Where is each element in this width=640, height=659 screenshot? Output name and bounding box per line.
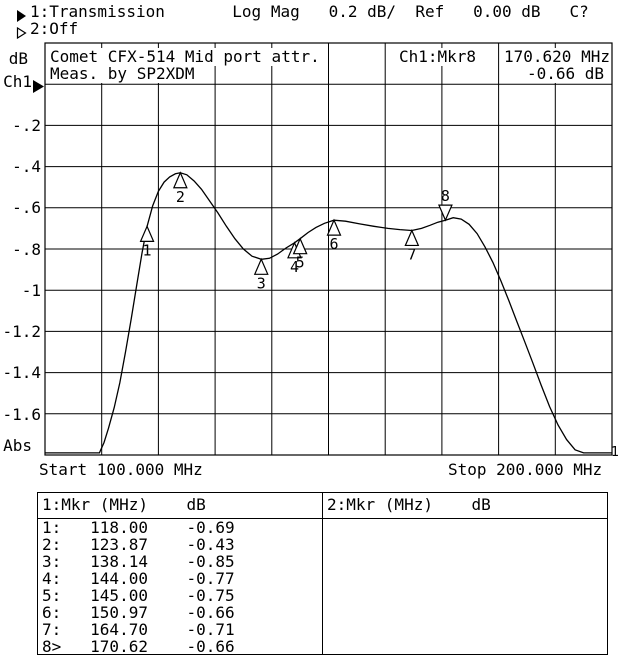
channel-2-inactive-icon (16, 24, 27, 43)
marker-row-7: 7: 164.70 -0.71 (42, 620, 235, 639)
y-axis-channel-label: Ch1 (3, 72, 32, 91)
marker-readout-channel: Ch1:Mkr8 (399, 47, 477, 66)
y-tick-label: -.2 (12, 116, 41, 135)
marker-row-3: 3: 138.14 -0.85 (42, 552, 235, 571)
marker-table: 1:Mkr (MHz) dB 1: 118.00 -0.69 2: 123.87… (37, 492, 608, 655)
ref-level-marker-icon (33, 78, 45, 97)
status-line-1: 1:Transmission Log Mag 0.2 dB/ Ref 0.00 … (30, 2, 589, 21)
marker-row-8: 8> 170.62 -0.66 (42, 637, 235, 656)
marker-3-symbol (253, 257, 269, 275)
marker-4-symbol (287, 241, 302, 259)
marker-1-label: 1 (143, 241, 152, 259)
y-axis-unit-label: dB (8, 49, 28, 68)
marker-6-symbol (326, 218, 342, 236)
y-tick-label: -.4 (12, 157, 41, 176)
y-tick-label: -1 (21, 281, 41, 300)
marker-readout-frequency: 170.620 MHz (504, 47, 610, 66)
marker-5-symbol (292, 237, 308, 255)
trace-number-label: 1 (611, 445, 619, 460)
marker-table-channel-2: 2:Mkr (MHz) dB (323, 493, 607, 654)
y-tick-label: -1.4 (2, 363, 41, 382)
channel-1-active-icon (16, 7, 27, 26)
status-line-2: 2:Off (30, 19, 79, 38)
marker-3-label: 3 (257, 274, 266, 292)
marker-table-channel-1: 1:Mkr (MHz) dB 1: 118.00 -0.69 2: 123.87… (38, 493, 323, 656)
marker-7-label: 7 (407, 245, 416, 263)
marker-row-5: 5: 145.00 -0.75 (42, 586, 235, 605)
x-axis-stop-label: Stop 200.000 MHz (448, 460, 603, 479)
x-axis-start-label: Start 100.000 MHz (39, 460, 203, 479)
marker-readout-value: -0.66 dB (527, 64, 605, 83)
marker-1-symbol (139, 224, 155, 242)
marker-row-6: 6: 150.97 -0.66 (42, 603, 235, 622)
y-tick-label: -.8 (12, 240, 41, 259)
y-tick-label: -1.2 (2, 322, 41, 341)
y-axis-abs-label: Abs (3, 436, 32, 455)
marker-2-label: 2 (176, 188, 185, 206)
marker-6-label: 6 (329, 235, 338, 253)
marker-7-symbol (404, 228, 420, 247)
marker-table-1-header: 1:Mkr (MHz) dB (38, 493, 322, 519)
marker-8-symbol (438, 204, 453, 222)
marker-table-2-header: 2:Mkr (MHz) dB (323, 493, 607, 519)
y-tick-label: -1.6 (2, 405, 41, 424)
marker-8-label: 8 (441, 187, 450, 205)
marker-2-symbol (172, 171, 188, 189)
marker-row-4: 4: 144.00 -0.77 (42, 569, 235, 588)
trace-line (45, 172, 612, 454)
y-tick-label: -.6 (12, 198, 41, 217)
plot-border (44, 42, 613, 456)
marker-5-label: 5 (296, 254, 305, 272)
plot-title-line-1: Comet CFX-514 Mid port attr. (50, 47, 320, 66)
marker-4-label: 4 (290, 258, 299, 276)
marker-row-2: 2: 123.87 -0.43 (42, 535, 235, 554)
plot-title-line-2: Meas. by SP2XDM (50, 64, 195, 83)
marker-row-1: 1: 118.00 -0.69 (42, 518, 235, 537)
